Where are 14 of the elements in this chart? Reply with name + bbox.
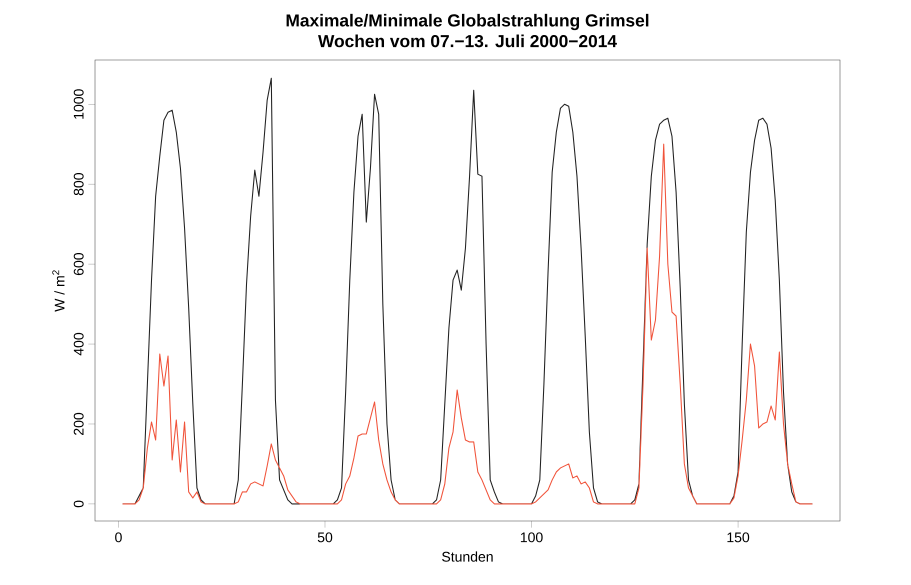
x-tick-label: 150	[727, 532, 750, 542]
y-axis-title: W / m$^{2}$	[52, 270, 65, 312]
x-axis-title: Stunden	[442, 551, 493, 562]
y-tick-label: 800	[74, 173, 84, 196]
x-tick-label: 0	[115, 532, 122, 542]
y-tick-label: 600	[74, 252, 84, 276]
x-tick-label: 100	[520, 532, 543, 542]
x-tick-label: 50	[318, 532, 332, 542]
chart-subtitle: Wochen vom 07.−13. Juli 2000−2014	[318, 34, 617, 48]
y-tick-label: 0	[74, 500, 84, 508]
chart-title: Maximale/Minimale Globalstrahlung Grimsel	[286, 14, 648, 30]
y-tick-label: 400	[74, 332, 84, 356]
y-tick-label: 200	[74, 412, 84, 435]
y-tick-label: 1000	[74, 89, 84, 119]
